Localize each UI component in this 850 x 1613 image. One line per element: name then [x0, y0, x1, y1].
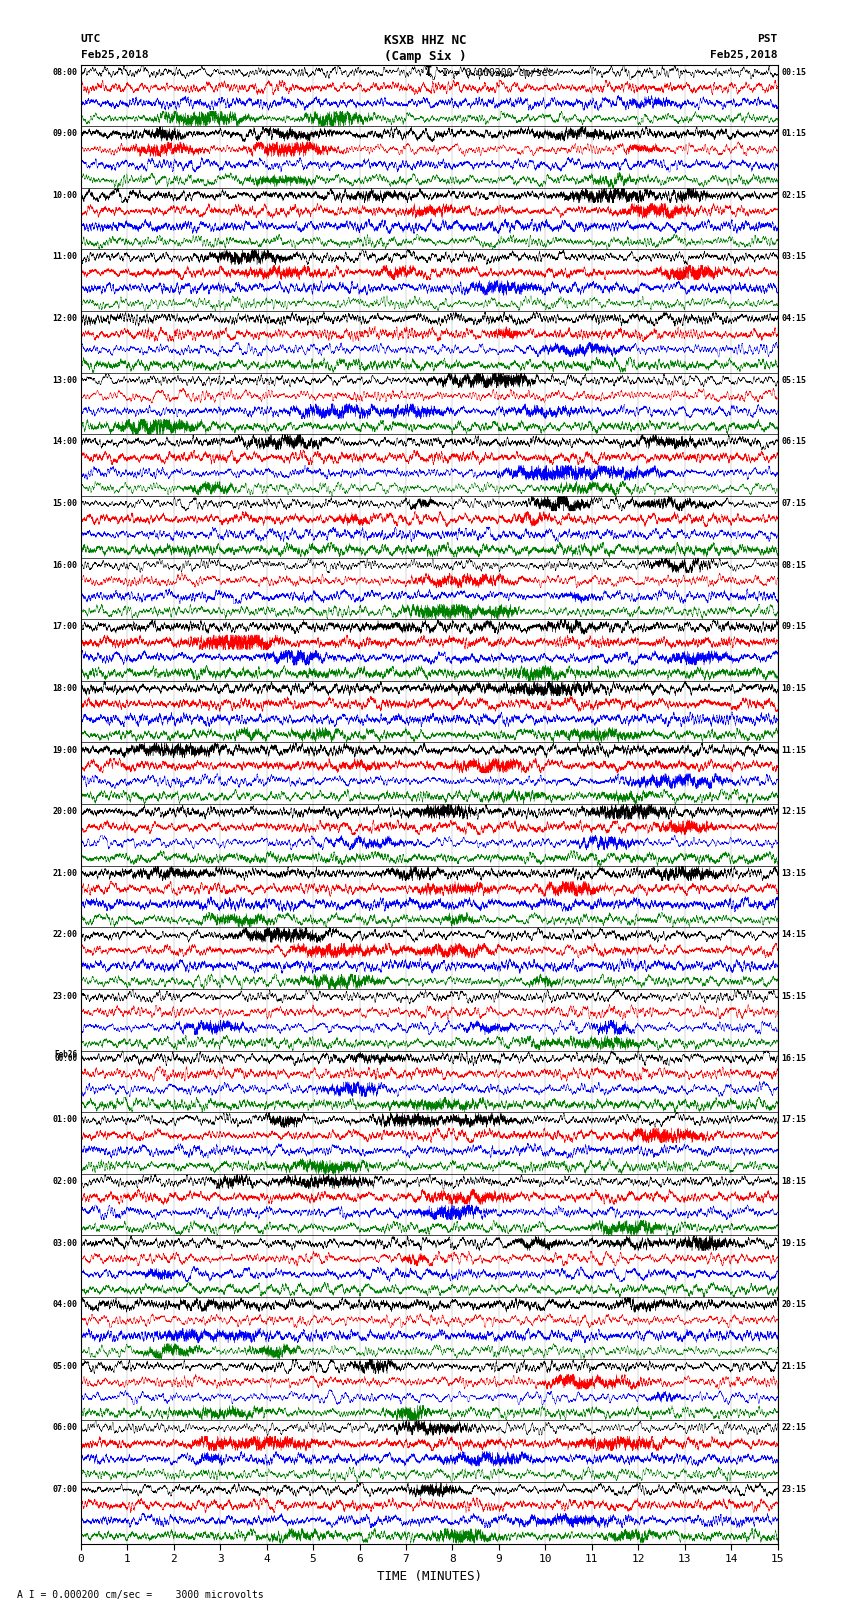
Text: 20:15: 20:15 — [781, 1300, 807, 1310]
X-axis label: TIME (MINUTES): TIME (MINUTES) — [377, 1569, 482, 1582]
Text: 14:00: 14:00 — [52, 437, 77, 447]
Text: Feb26: Feb26 — [54, 1050, 77, 1060]
Text: KSXB HHZ NC: KSXB HHZ NC — [383, 34, 467, 47]
Text: 06:15: 06:15 — [781, 437, 807, 447]
Text: 16:00: 16:00 — [52, 561, 77, 569]
Text: 04:15: 04:15 — [781, 315, 807, 323]
Text: PST: PST — [757, 34, 778, 44]
Text: 07:15: 07:15 — [781, 498, 807, 508]
Text: I: I — [426, 65, 433, 77]
Text: 15:15: 15:15 — [781, 992, 807, 1002]
Text: UTC: UTC — [81, 34, 101, 44]
Text: 20:00: 20:00 — [52, 806, 77, 816]
Text: 02:00: 02:00 — [52, 1177, 77, 1186]
Text: 02:15: 02:15 — [781, 190, 807, 200]
Text: 17:15: 17:15 — [781, 1115, 807, 1124]
Text: 08:00: 08:00 — [52, 68, 77, 76]
Text: 03:00: 03:00 — [52, 1239, 77, 1247]
Text: 23:15: 23:15 — [781, 1486, 807, 1494]
Text: 13:15: 13:15 — [781, 869, 807, 877]
Text: 00:00: 00:00 — [54, 1053, 77, 1063]
Text: A I = 0.000200 cm/sec =    3000 microvolts: A I = 0.000200 cm/sec = 3000 microvolts — [17, 1590, 264, 1600]
Text: 00:15: 00:15 — [781, 68, 807, 76]
Text: 09:15: 09:15 — [781, 623, 807, 631]
Text: 15:00: 15:00 — [52, 498, 77, 508]
Text: 09:00: 09:00 — [52, 129, 77, 139]
Text: Feb25,2018: Feb25,2018 — [711, 50, 778, 60]
Text: 10:15: 10:15 — [781, 684, 807, 694]
Text: I = 0.000200 cm/sec: I = 0.000200 cm/sec — [442, 68, 553, 77]
Text: 21:00: 21:00 — [52, 869, 77, 877]
Text: 05:15: 05:15 — [781, 376, 807, 386]
Text: 19:15: 19:15 — [781, 1239, 807, 1247]
Text: 11:15: 11:15 — [781, 745, 807, 755]
Text: 01:00: 01:00 — [52, 1115, 77, 1124]
Text: 14:15: 14:15 — [781, 931, 807, 939]
Text: 21:15: 21:15 — [781, 1361, 807, 1371]
Text: 08:15: 08:15 — [781, 561, 807, 569]
Text: 10:00: 10:00 — [52, 190, 77, 200]
Text: Feb25,2018: Feb25,2018 — [81, 50, 148, 60]
Text: 11:00: 11:00 — [52, 253, 77, 261]
Text: 12:15: 12:15 — [781, 806, 807, 816]
Text: 03:15: 03:15 — [781, 253, 807, 261]
Text: 13:00: 13:00 — [52, 376, 77, 386]
Text: 07:00: 07:00 — [52, 1486, 77, 1494]
Text: 22:00: 22:00 — [52, 931, 77, 939]
Text: 01:15: 01:15 — [781, 129, 807, 139]
Text: 23:00: 23:00 — [52, 992, 77, 1002]
Text: 04:00: 04:00 — [52, 1300, 77, 1310]
Text: 05:00: 05:00 — [52, 1361, 77, 1371]
Text: 17:00: 17:00 — [52, 623, 77, 631]
Text: 19:00: 19:00 — [52, 745, 77, 755]
Text: 18:00: 18:00 — [52, 684, 77, 694]
Text: 12:00: 12:00 — [52, 315, 77, 323]
Text: 18:15: 18:15 — [781, 1177, 807, 1186]
Text: 16:15: 16:15 — [781, 1053, 807, 1063]
Text: 22:15: 22:15 — [781, 1423, 807, 1432]
Text: 06:00: 06:00 — [52, 1423, 77, 1432]
Text: (Camp Six ): (Camp Six ) — [383, 50, 467, 63]
